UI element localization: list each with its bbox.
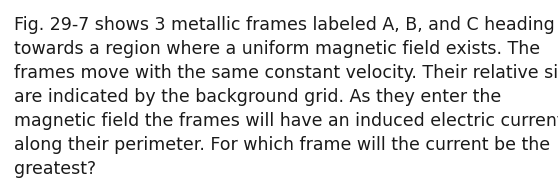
Text: magnetic field the frames will have an induced electric current: magnetic field the frames will have an i… [14,112,558,130]
Text: greatest?: greatest? [14,160,96,178]
Text: towards a region where a uniform magnetic field exists. The: towards a region where a uniform magneti… [14,40,540,58]
Text: frames move with the same constant velocity. Their relative sizes: frames move with the same constant veloc… [14,64,558,82]
Text: along their perimeter. For which frame will the current be the: along their perimeter. For which frame w… [14,136,550,154]
Text: Fig. 29-7 shows 3 metallic frames labeled A, B, and C heading: Fig. 29-7 shows 3 metallic frames labele… [14,16,555,34]
Text: are indicated by the background grid. As they enter the: are indicated by the background grid. As… [14,88,501,106]
